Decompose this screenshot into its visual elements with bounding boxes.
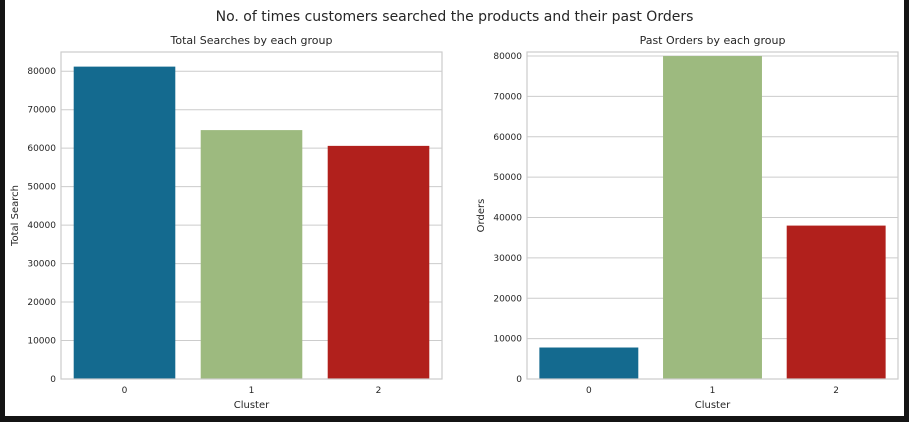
xtick-label: 0 [586,386,592,396]
ytick-label: 50000 [27,183,56,193]
ytick-label: 10000 [27,337,56,347]
bar-searches-2 [327,145,430,379]
ytick-label: 80000 [27,67,56,77]
ytick-label: 30000 [493,254,522,264]
xtick-label: 1 [710,386,716,396]
xtick-label: 2 [376,386,382,396]
ytick-label: 0 [50,375,56,385]
xtick-label: 0 [122,386,128,396]
bar-orders-0 [539,347,639,379]
xtick-label: 2 [833,386,839,396]
figure-title: No. of times customers searched the prod… [215,9,694,25]
y-axis-label: Orders [476,199,487,233]
ytick-label: 60000 [493,133,522,143]
chart-orders: 0 10000 20000 30000 40000 50000 60000 70000 8000… [476,34,899,411]
ytick-label: 70000 [27,106,56,116]
charts-canvas: 0 10000 20000 30000 40000 50000 60000 70000 8000… [10,34,899,411]
plot-frame [526,51,899,380]
figure: No. of times customers searched the prod… [5,0,904,416]
ytick-label: 40000 [27,221,56,231]
bar-searches-1 [200,130,303,379]
x-axis-label: Cluster [234,400,270,411]
ytick-label: 30000 [27,260,56,270]
ytick-label: 20000 [27,298,56,308]
x-axis-label: Cluster [695,400,731,411]
ytick-label: 40000 [493,214,522,224]
ytick-label: 80000 [493,52,522,62]
plot-frame [60,51,443,380]
ytick-label: 60000 [27,144,56,154]
bar-searches-0 [73,66,176,379]
ytick-label: 50000 [493,173,522,183]
xtick-label: 1 [249,386,255,396]
ytick-label: 0 [516,375,522,385]
axes-title: Total Searches by each group [170,34,333,47]
axes-title: Past Orders by each group [640,34,786,47]
ytick-label: 10000 [493,335,522,345]
ytick-label: 70000 [493,92,522,102]
chart-searches: 0 10000 20000 30000 40000 50000 60000 70000 8000… [10,34,443,411]
ytick-label: 20000 [493,294,522,304]
y-axis-label: Total Search [10,185,21,247]
bar-orders-2 [786,225,886,379]
bar-orders-1 [663,56,762,379]
